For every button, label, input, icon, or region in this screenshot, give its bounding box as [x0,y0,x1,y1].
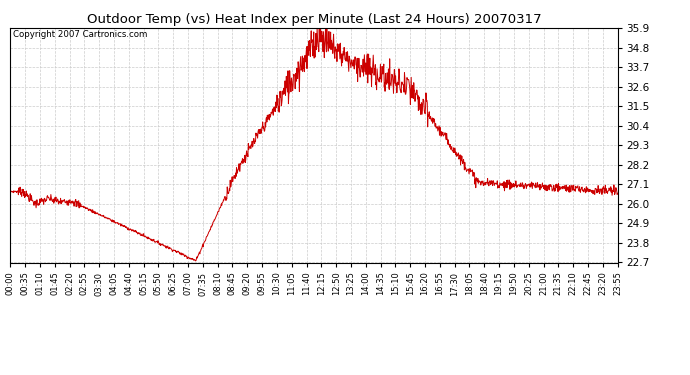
Text: Copyright 2007 Cartronics.com: Copyright 2007 Cartronics.com [13,30,148,39]
Title: Outdoor Temp (vs) Heat Index per Minute (Last 24 Hours) 20070317: Outdoor Temp (vs) Heat Index per Minute … [87,13,541,26]
